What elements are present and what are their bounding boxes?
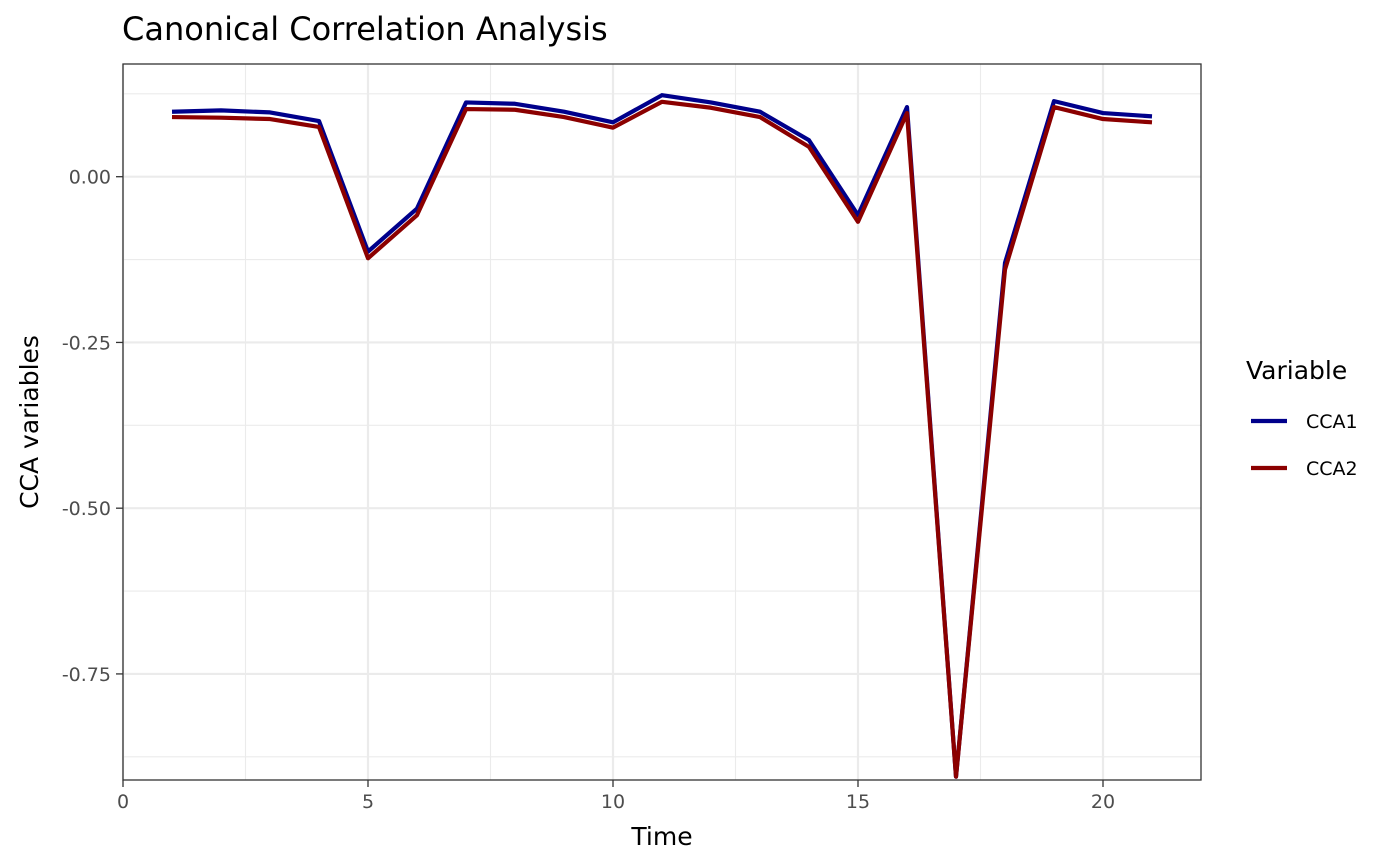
legend-label-cca2: CCA2 [1306, 458, 1358, 480]
x-axis: 0 5 10 15 20 [117, 780, 1115, 813]
x-axis-title: Time [630, 822, 692, 851]
y-tick-label: -0.75 [62, 664, 111, 686]
x-tick-label: 0 [117, 791, 129, 813]
plot-border [122, 63, 1202, 781]
y-axis: 0.00 -0.25 -0.50 -0.75 [62, 167, 123, 686]
grid-minor [123, 64, 1201, 780]
series-lines [171, 93, 1153, 779]
x-tick-label: 10 [601, 791, 625, 813]
legend-title: Variable [1246, 356, 1347, 385]
x-tick-label: 5 [362, 791, 374, 813]
series-line-cca2 [171, 99, 1153, 779]
chart-title: Canonical Correlation Analysis [122, 10, 608, 48]
legend: Variable CCA1 CCA2 [1246, 356, 1358, 480]
x-tick-label: 20 [1091, 791, 1115, 813]
y-tick-label: -0.25 [62, 332, 111, 354]
y-axis-title: CCA variables [15, 335, 44, 509]
y-tick-label: -0.50 [62, 498, 111, 520]
legend-label-cca1: CCA1 [1306, 411, 1358, 433]
plot-background [123, 64, 1201, 780]
x-tick-label: 15 [846, 791, 870, 813]
y-tick-label: 0.00 [69, 167, 111, 189]
